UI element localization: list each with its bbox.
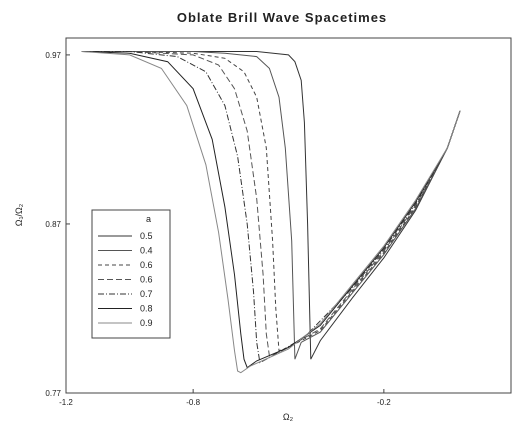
x-tick-label: -0.2 bbox=[377, 398, 391, 407]
legend-label: 0.9 bbox=[140, 318, 153, 328]
legend-label: 0.7 bbox=[140, 289, 153, 299]
y-tick-label: 0.77 bbox=[45, 389, 61, 398]
series-line bbox=[81, 51, 461, 374]
x-axis: -1.2 -0.8 -0.2 bbox=[59, 389, 391, 407]
legend-label: 0.6 bbox=[140, 260, 153, 270]
legend-box bbox=[91, 209, 171, 339]
series-lines bbox=[81, 51, 461, 374]
x-tick-label: -0.8 bbox=[186, 398, 200, 407]
legend-label: 0.5 bbox=[140, 231, 153, 241]
legend-title: a bbox=[146, 214, 151, 224]
legend-label: 0.4 bbox=[140, 246, 153, 256]
series-line bbox=[81, 51, 461, 360]
legend-items: 0.5 0.4 0.6 0.6 0.7 0.8 0.9 bbox=[98, 231, 153, 328]
chart-title: Oblate Brill Wave Spacetimes bbox=[177, 10, 387, 25]
y-axis-title: Ω₁/Ω₂ bbox=[14, 203, 24, 226]
series-line bbox=[81, 51, 461, 352]
y-tick-label: 0.97 bbox=[45, 51, 61, 60]
y-axis: 0.77 0.87 0.97 bbox=[45, 51, 70, 398]
series-line bbox=[81, 51, 461, 360]
x-tick-label: -1.2 bbox=[59, 398, 73, 407]
plot-frame bbox=[65, 37, 512, 394]
legend-label: 0.8 bbox=[140, 304, 153, 314]
series-line bbox=[81, 51, 461, 357]
x-axis-title: Ω₂ bbox=[283, 412, 294, 422]
y-tick-label: 0.87 bbox=[45, 220, 61, 229]
legend: a 0.5 0.4 0.6 0.6 0.7 0.8 0.9 bbox=[91, 209, 171, 339]
series-line bbox=[81, 51, 461, 369]
legend-label: 0.6 bbox=[140, 275, 153, 285]
